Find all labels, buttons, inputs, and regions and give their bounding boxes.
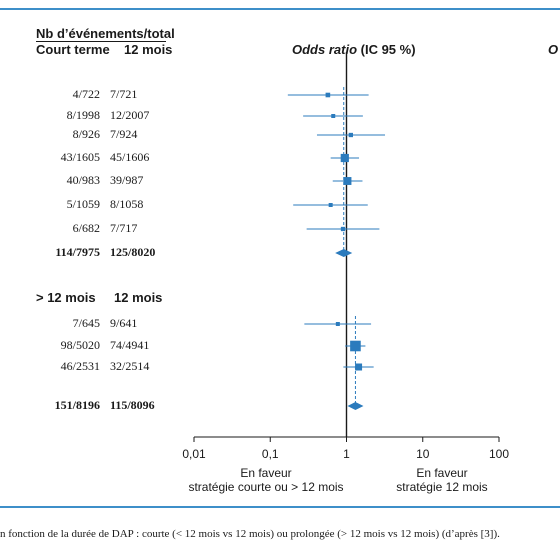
summary-diamond [347, 402, 364, 410]
cell-twelve-months: 12/2007 [110, 108, 150, 122]
cell-twelve-months: 7/721 [110, 87, 138, 101]
point-estimate [340, 226, 346, 232]
cut-off-header: O [548, 42, 559, 57]
point-estimate [331, 114, 336, 118]
point-estimate [355, 363, 363, 371]
favor-right: En faveur stratégie 12 mois [372, 466, 512, 494]
cell-short-term: 98/5020 [60, 338, 100, 352]
point-estimate [348, 132, 353, 138]
point-estimate [340, 153, 349, 163]
cell-short-term: 5/1059 [66, 197, 100, 211]
cell-twelve-months: 45/1606 [110, 150, 150, 164]
favor-left-line2: stratégie courte ou > 12 mois [188, 480, 344, 494]
ci-label: (IC 95 %) [360, 42, 416, 57]
cell-short-term: 43/1605 [60, 150, 100, 164]
subgroup2-col-short: > 12 mois [36, 290, 96, 305]
x-tick-label: 10 [416, 447, 430, 461]
cell-twelve-months: 74/4941 [110, 338, 150, 352]
figure-caption: n fonction de la durée de DAP : courte (… [0, 528, 500, 540]
point-estimate [328, 203, 333, 207]
cell-twelve-months: 115/8096 [110, 398, 155, 412]
forest-plot: 0,01 0,1 1 10 100 [182, 52, 509, 461]
or-label: Odds ratio [292, 42, 358, 57]
header-underline [36, 41, 166, 42]
cell-short-term: 6/682 [72, 221, 100, 235]
events-group-title: Nb d’événements/total [36, 26, 175, 41]
cell-short-term: 46/2531 [60, 359, 100, 373]
x-tick-label: 0,1 [262, 447, 279, 461]
cell-short-term: 151/8196 [54, 398, 100, 412]
x-tick-label: 0,01 [182, 447, 206, 461]
favor-right-line1: En faveur [416, 466, 468, 480]
favor-right-line2: stratégie 12 mois [396, 480, 488, 494]
cell-short-term: 7/645 [72, 316, 100, 330]
point-estimate [350, 340, 361, 352]
cell-short-term: 8/1998 [66, 108, 100, 122]
favor-left-line1: En faveur [240, 466, 292, 480]
cell-twelve-months: 125/8020 [110, 245, 156, 259]
col-header-short: Court terme [36, 42, 110, 57]
x-tick-label: 1 [343, 447, 350, 461]
point-estimate [325, 92, 331, 98]
point-estimate [335, 322, 340, 326]
cell-short-term: 4/722 [72, 87, 100, 101]
cell-twelve-months: 7/924 [110, 127, 138, 141]
favor-left: En faveur stratégie courte ou > 12 mois [176, 466, 356, 494]
summary-diamond [335, 249, 353, 257]
or-header: Odds ratio (IC 95 %) [292, 42, 416, 57]
cell-twelve-months: 9/641 [110, 316, 138, 330]
frame-top-line [0, 8, 560, 10]
cell-twelve-months: 7/717 [110, 221, 138, 235]
cell-twelve-months: 39/987 [110, 173, 144, 187]
cell-short-term: 8/926 [72, 127, 100, 141]
cell-twelve-months: 8/1058 [110, 197, 144, 211]
frame-bottom-line [0, 506, 560, 508]
point-estimate [343, 177, 352, 185]
subgroup2-col-long: 12 mois [114, 290, 163, 305]
x-tick-label: 100 [489, 447, 509, 461]
col-header-long: 12 mois [124, 42, 173, 57]
cell-short-term: 114/7975 [55, 245, 100, 259]
cell-twelve-months: 32/2514 [110, 359, 150, 373]
cell-short-term: 40/983 [66, 173, 100, 187]
